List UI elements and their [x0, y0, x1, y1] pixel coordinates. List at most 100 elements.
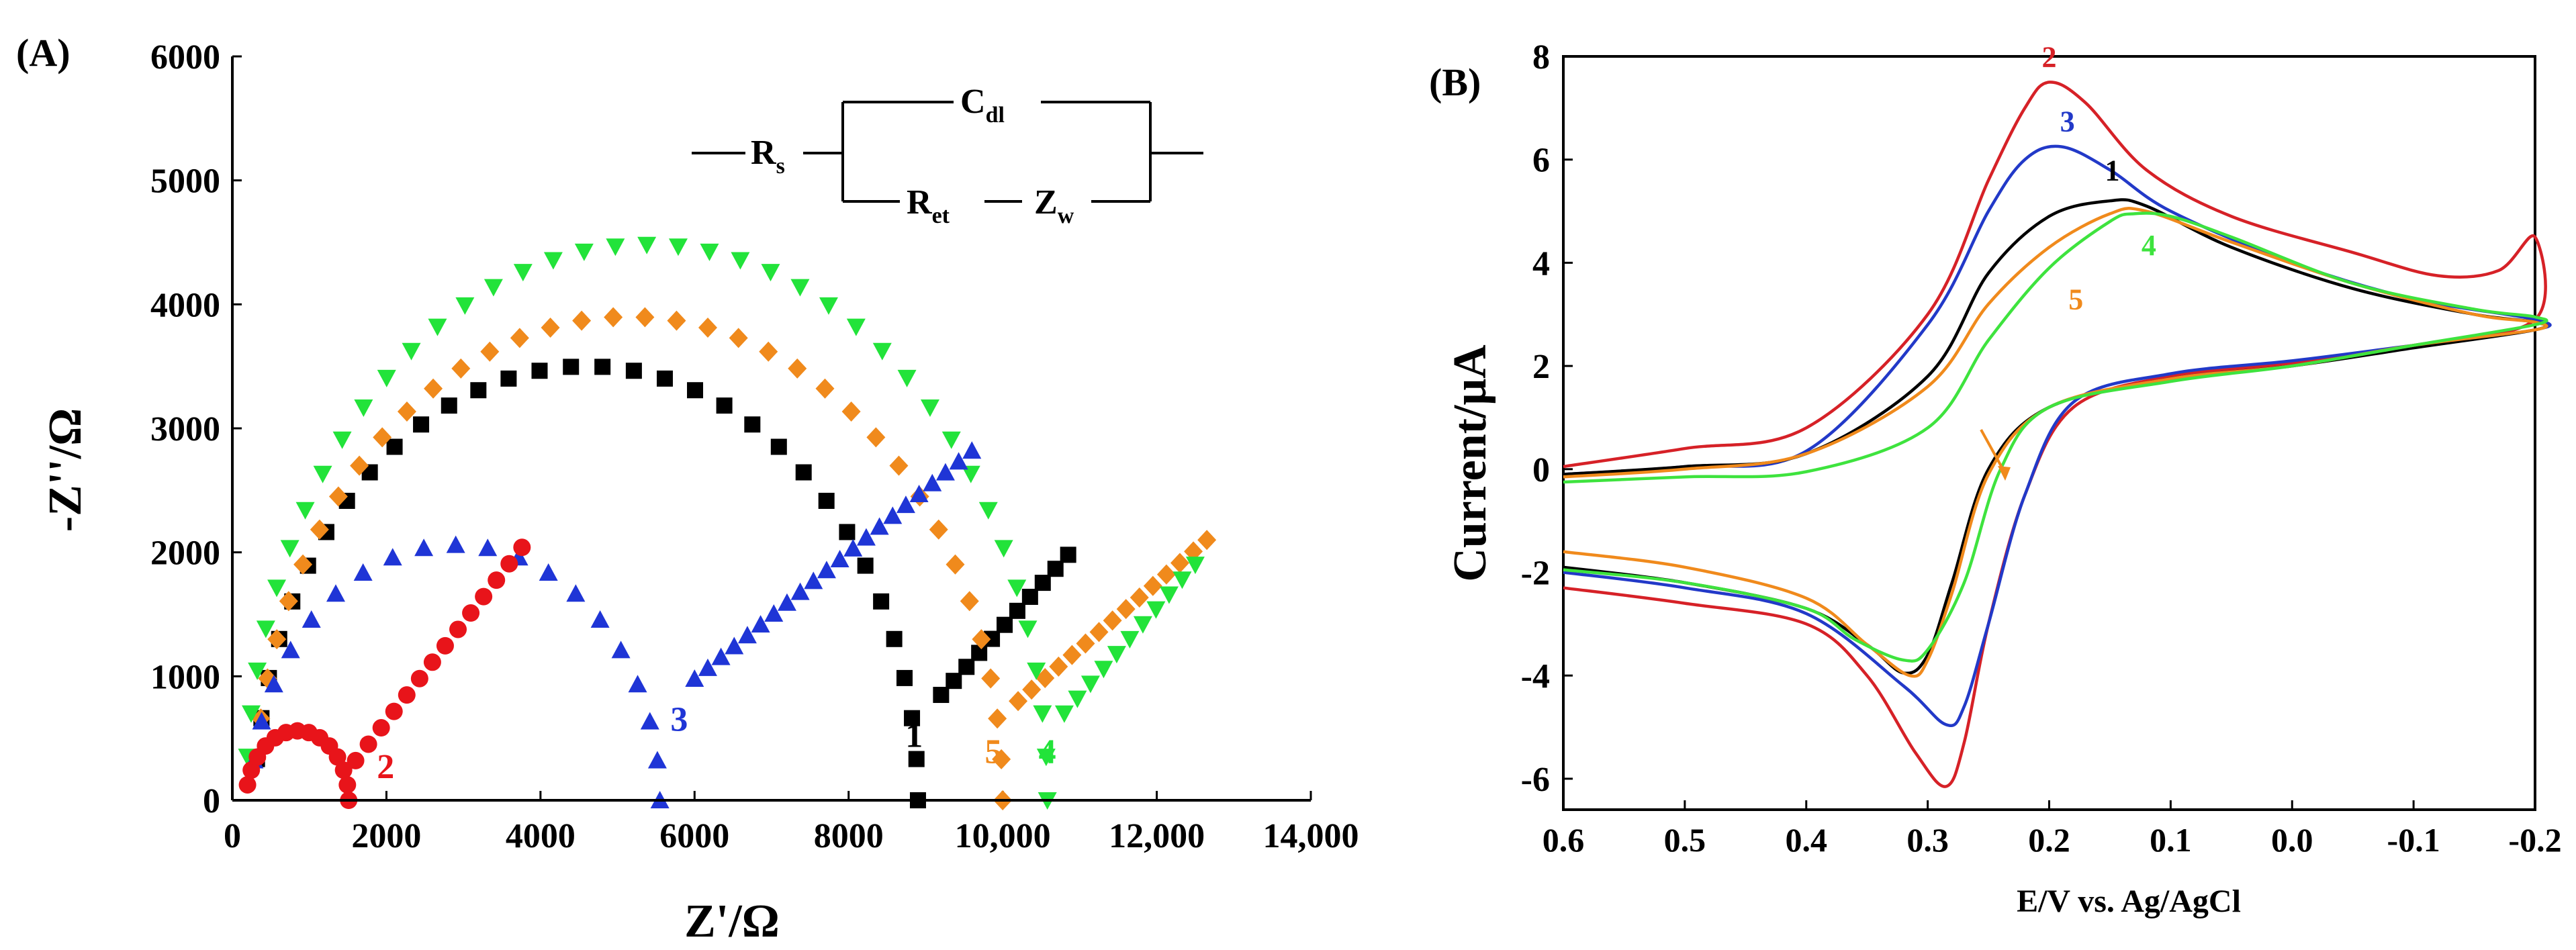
series-4-marker: [248, 662, 267, 680]
series-1-marker: [687, 382, 704, 399]
series-1-marker: [1009, 602, 1025, 619]
series-5-marker: [293, 554, 313, 575]
series-1-marker: [594, 359, 611, 375]
series-1-label: 1: [905, 717, 923, 755]
series-3-marker: [883, 506, 903, 524]
series-4-marker: [313, 465, 332, 483]
series-4-marker: [574, 243, 594, 261]
panel-b-y-axis-label: Current/μA: [1444, 344, 1496, 582]
panel-b-y-tick-label: 6: [1532, 142, 1550, 180]
series-4-marker: [1185, 557, 1205, 575]
series-3-marker: [777, 593, 796, 611]
series-1-marker: [873, 593, 890, 610]
series-3-marker: [790, 582, 810, 600]
panel-b-x-tick-label: -0.2: [2508, 821, 2561, 859]
series-3-marker: [647, 751, 667, 769]
series-3-marker: [764, 604, 784, 622]
panel-a-x-tick-label: 12,000: [1109, 817, 1205, 855]
series-4-label: 4: [2142, 229, 2156, 262]
series-4-marker: [1120, 630, 1140, 649]
series-5-marker: [992, 749, 1011, 769]
series-3-marker: [685, 669, 704, 687]
panel-b-label: (B): [1429, 60, 1481, 104]
panel-b-y-tick-label: -6: [1521, 761, 1550, 799]
series-4-marker: [941, 431, 961, 449]
series-5-marker: [788, 358, 807, 379]
series-5-markers: [247, 307, 1217, 810]
series-4-marker: [731, 252, 750, 270]
panel-b-series-labels: 231 5 4: [2042, 40, 2156, 316]
panel-a-y-tick-label: 5000: [150, 162, 220, 201]
series-5-marker: [889, 455, 909, 476]
series-5-marker: [350, 455, 369, 476]
series-3-marker: [896, 495, 915, 514]
series-3-label: 3: [2060, 105, 2075, 138]
series-5-marker: [279, 591, 298, 612]
series-3-marker: [326, 584, 345, 602]
series-1-marker: [857, 557, 874, 574]
series-4-marker: [1007, 579, 1027, 598]
series-5-marker: [604, 307, 623, 328]
series-5-marker: [1076, 633, 1095, 654]
series-4-marker: [872, 342, 892, 361]
series-2-marker: [242, 761, 261, 779]
series-1-marker: [1060, 547, 1076, 563]
series-1-marker: [531, 363, 548, 379]
series-4-marker: [819, 297, 838, 315]
series-4-marker: [1054, 705, 1074, 723]
panel-b-x-tick-label: 0.4: [1786, 821, 1828, 859]
series-2-label: 2: [2042, 40, 2057, 73]
series-1-marker: [958, 659, 975, 675]
series-4-marker: [455, 297, 475, 315]
panel-a-x-tick-label: 10,000: [955, 817, 1051, 855]
series-4-marker: [1146, 601, 1166, 619]
series-3-marker: [725, 636, 744, 655]
series-5-marker: [759, 341, 778, 362]
series-4-marker: [295, 502, 315, 520]
series-3-marker: [737, 626, 757, 644]
series-2-marker: [359, 735, 377, 753]
series-4-marker: [1159, 586, 1179, 604]
panel-a-series-labels: 1 5 4 3 2: [377, 701, 1056, 786]
panel-b-x-tick-label: 0.1: [2150, 821, 2192, 859]
series-5-marker: [929, 519, 948, 540]
series-1-marker: [971, 645, 988, 661]
series-4-marker: [332, 431, 352, 449]
series-4-marker: [1107, 646, 1126, 664]
panel-b-y-tick-label: -2: [1521, 554, 1550, 592]
series-4-marker: [267, 579, 287, 598]
series-1-marker: [896, 669, 913, 686]
series-5-marker: [972, 629, 991, 650]
series-5-label: 5: [984, 733, 1002, 771]
panel-b-y-tick-label: 4: [1532, 244, 1550, 283]
series-3-marker: [830, 550, 849, 568]
series-4-marker: [1172, 571, 1192, 589]
series-3-markers: [244, 441, 982, 808]
series-4-marker: [1036, 749, 1056, 767]
panel-a-x-tick-label: 8000: [814, 817, 884, 855]
series-1-marker: [904, 710, 921, 726]
series-4-marker: [961, 465, 980, 483]
series-3-marker: [698, 658, 717, 676]
series-4-marker: [978, 502, 998, 520]
panel-b-ticks: 0.6 0.5 0.4 0.3 0.2 0.1 0.0 -0.1 -0.2 -6 -4 -2 0 2 4 6 8: [1521, 38, 2562, 859]
series-3-marker: [909, 484, 929, 502]
series-2-cv-curve: [1563, 81, 2547, 788]
series-1-marker: [470, 382, 487, 399]
series-4-marker: [897, 369, 917, 387]
series-3-marker: [949, 452, 968, 470]
series-2-marker: [398, 686, 416, 704]
series-5-marker: [981, 668, 1001, 689]
panel-a-x-tick-label: 4000: [506, 817, 576, 855]
series-4-marker: [1018, 620, 1038, 638]
series-4-marker: [637, 236, 657, 254]
series-2-marker: [475, 587, 493, 606]
series-5-marker: [1062, 645, 1082, 665]
series-5-marker: [1197, 530, 1217, 551]
panel-b-x-tick-label: 0.3: [1906, 821, 1949, 859]
series-3-marker: [539, 563, 558, 581]
series-3-marker: [843, 538, 863, 557]
panel-b-x-tick-label: 0.0: [2271, 821, 2313, 859]
series-4-marker: [846, 318, 866, 336]
series-1-marker: [997, 616, 1013, 633]
